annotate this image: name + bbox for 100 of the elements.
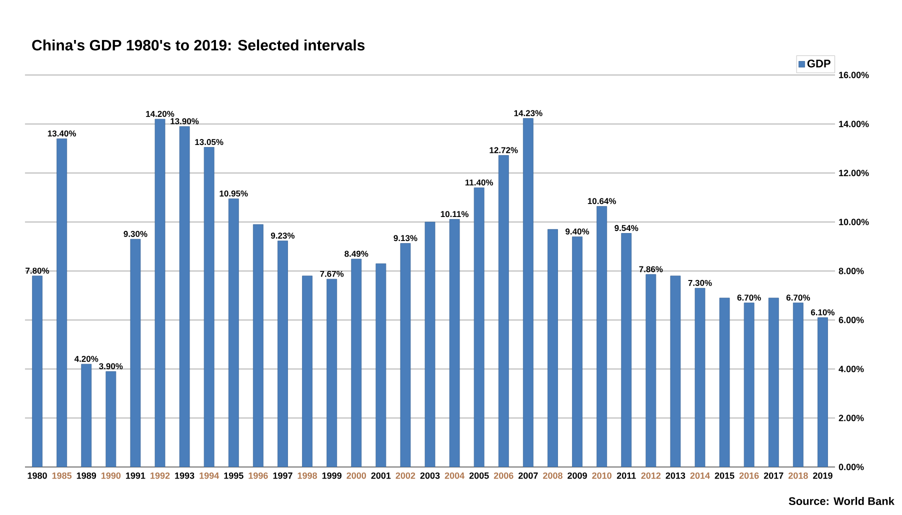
x-tick-label: 1997: [273, 472, 292, 479]
data-label: 13.90%: [170, 118, 199, 124]
y-tick-label: 0.00%: [838, 464, 864, 470]
data-label: 4.20%: [74, 356, 98, 362]
data-label: 7.80%: [26, 268, 50, 274]
bar: [818, 317, 828, 467]
x-tick-label: 2010: [592, 472, 612, 479]
data-label: 7.67%: [320, 270, 344, 277]
x-tick-label: 1999: [322, 472, 342, 479]
data-label: 11.40%: [465, 179, 494, 186]
x-tick-label: 2015: [714, 472, 734, 479]
bar: [302, 276, 312, 467]
y-tick-label: 4.00%: [838, 366, 864, 372]
bar: [792, 302, 804, 467]
data-label: 6.70%: [786, 294, 810, 301]
y-tick-label: 2.00%: [838, 414, 864, 422]
x-tick-label: 2009: [568, 472, 587, 479]
data-label: 13.40%: [48, 130, 76, 136]
x-tick-label: 2016: [739, 472, 759, 479]
data-label: 7.30%: [688, 280, 712, 286]
x-tick-label: 2002: [396, 472, 416, 479]
bar: [106, 371, 116, 467]
bar: [56, 138, 68, 467]
bar: [228, 198, 239, 467]
data-label: 7.86%: [639, 266, 663, 272]
bar: [768, 298, 779, 467]
bar: [498, 155, 509, 467]
data-label: 9.30%: [124, 230, 148, 237]
bar: [179, 126, 190, 467]
bar: [548, 229, 558, 467]
x-tick-label: 1994: [200, 472, 220, 479]
data-label: 10.64%: [588, 198, 616, 204]
x-tick-label: 2019: [813, 472, 832, 479]
bar: [646, 274, 656, 467]
x-tick-label: 2003: [420, 472, 440, 479]
bar: [252, 224, 264, 467]
bar: [694, 288, 706, 467]
bar: [351, 258, 362, 467]
x-tick-label: 1991: [126, 472, 146, 479]
x-tick-label: 2001: [371, 472, 391, 479]
bar: [376, 263, 386, 467]
bar: [130, 238, 141, 467]
data-label: 3.90%: [99, 363, 123, 370]
bar: [744, 302, 754, 467]
bar: [32, 276, 42, 467]
y-tick-label: 10.00%: [839, 218, 869, 226]
data-label: 10.95%: [220, 190, 248, 197]
x-tick-label: 1985: [52, 472, 72, 479]
data-label: 13.05%: [195, 139, 224, 146]
bar: [449, 219, 460, 467]
x-tick-label: 1992: [150, 472, 170, 479]
bar: [424, 222, 436, 467]
source-note: Source: World Bank: [788, 496, 894, 506]
data-label: 6.70%: [737, 294, 761, 301]
bar: [522, 118, 534, 467]
bar: [81, 364, 92, 467]
data-label: 14.23%: [514, 110, 542, 116]
data-label: 14.20%: [146, 110, 174, 117]
y-tick-label: 6.00%: [838, 316, 864, 324]
data-label: 12.72%: [490, 147, 518, 154]
x-tick-label: 2004: [444, 472, 465, 479]
x-tick-label: 2005: [469, 472, 489, 479]
y-tick-label: 14.00%: [839, 120, 869, 128]
data-label: 9.23%: [270, 232, 295, 239]
data-label: 9.13%: [394, 235, 418, 242]
x-tick-label: 1998: [298, 472, 318, 479]
x-tick-label: 2018: [788, 472, 808, 479]
x-tick-label: 2007: [518, 472, 538, 479]
bar: [204, 147, 214, 467]
data-label: 8.49%: [344, 250, 368, 257]
x-tick-label: 2008: [543, 472, 562, 479]
x-tick-label: 2014: [690, 472, 710, 479]
data-label: 6.10%: [811, 309, 835, 316]
x-tick-label: 1990: [101, 472, 121, 479]
y-tick-label: 16.00%: [839, 72, 869, 78]
legend-label: GDP: [807, 60, 830, 68]
x-tick-label: 2012: [641, 472, 661, 479]
y-tick-label: 12.00%: [839, 170, 869, 176]
bar: [621, 233, 632, 467]
data-label: 10.11%: [440, 211, 469, 218]
bar: [572, 236, 582, 467]
x-tick-label: 1995: [224, 472, 244, 479]
bar: [326, 278, 338, 467]
x-tick-label: 1993: [175, 472, 194, 479]
chart-title: China's GDP 1980's to 2019: Selected intervals: [32, 39, 365, 50]
x-tick-label: 1996: [248, 472, 268, 479]
x-tick-label: 2013: [666, 472, 686, 479]
x-tick-label: 1980: [28, 472, 47, 479]
bar: [154, 118, 166, 467]
bar: [596, 206, 608, 467]
x-tick-label: 2017: [764, 472, 784, 479]
bar: [278, 240, 288, 467]
x-tick-label: 2011: [616, 472, 636, 479]
y-tick-label: 8.00%: [838, 268, 864, 274]
data-label: 9.54%: [614, 225, 638, 232]
x-tick-label: 2006: [494, 472, 514, 479]
bar: [400, 243, 411, 467]
x-tick-label: 1989: [76, 472, 96, 479]
bar: [474, 188, 484, 467]
data-label: 9.40%: [566, 228, 590, 234]
